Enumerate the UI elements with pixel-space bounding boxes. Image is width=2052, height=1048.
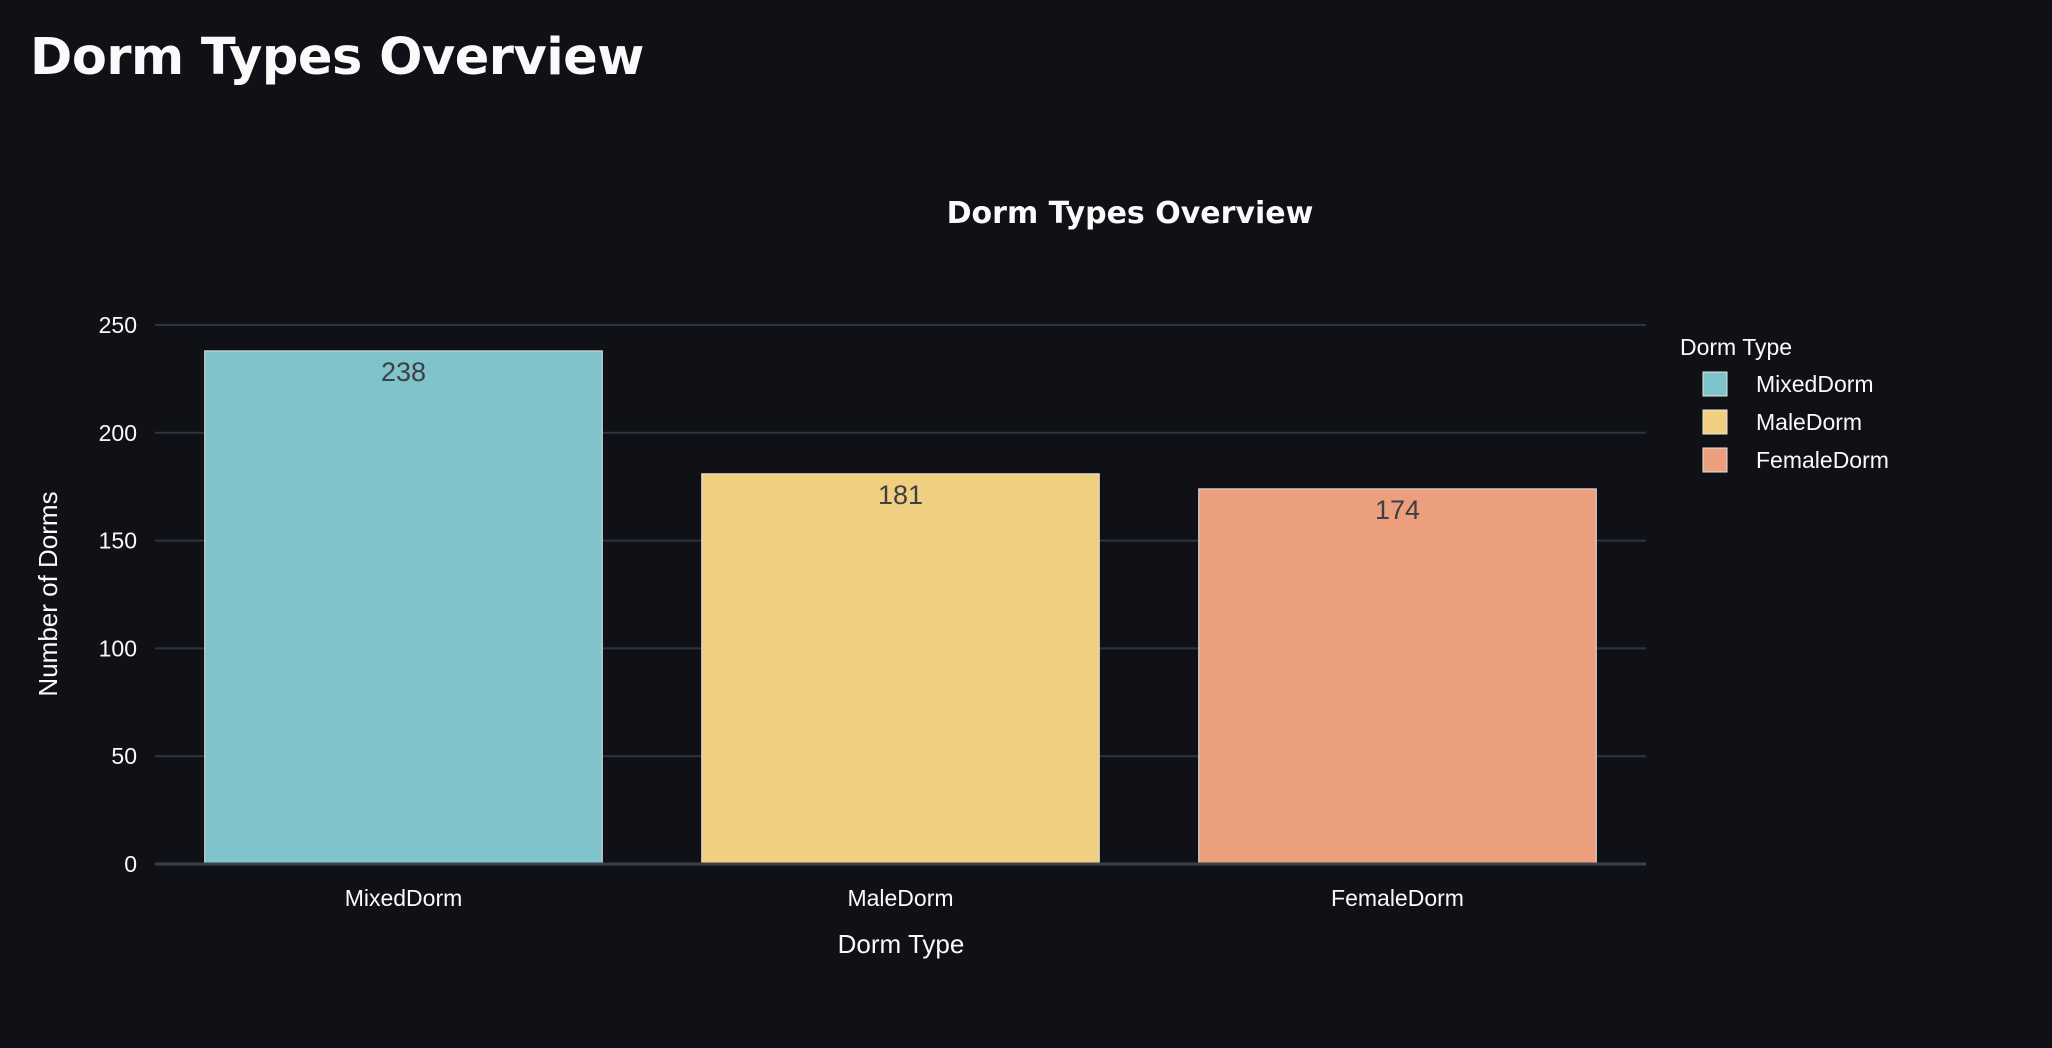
y-axis-title: Number of Dorms bbox=[33, 491, 63, 696]
bar-femaledorm[interactable] bbox=[1198, 488, 1597, 865]
x-tick-label: MaleDorm bbox=[847, 885, 953, 911]
legend-title: Dorm Type bbox=[1680, 334, 1792, 360]
legend-item-femaledorm[interactable]: FemaleDorm bbox=[1702, 447, 1889, 473]
chart-title: Dorm Types Overview bbox=[947, 196, 1314, 231]
x-tick-label: FemaleDorm bbox=[1331, 885, 1464, 911]
y-tick-label: 150 bbox=[99, 528, 137, 554]
legend-label: MaleDorm bbox=[1756, 409, 1862, 435]
x-axis-title: Dorm Type bbox=[838, 929, 965, 959]
axes: 0 50 100 150 200 250 MixedDorm MaleDorm FemaleDo… bbox=[99, 312, 1646, 911]
legend-item-maledorm[interactable]: MaleDorm bbox=[1702, 409, 1862, 435]
legend-label: FemaleDorm bbox=[1756, 447, 1889, 473]
bar-mixeddorm[interactable] bbox=[204, 350, 603, 865]
y-tick-label: 50 bbox=[111, 743, 137, 769]
legend-swatch bbox=[1702, 371, 1728, 397]
data-label: 181 bbox=[878, 480, 923, 510]
y-tick-label: 250 bbox=[99, 312, 137, 338]
page-title: Dorm Types Overview bbox=[30, 28, 644, 87]
data-label: 174 bbox=[1375, 495, 1420, 525]
legend[interactable]: Dorm Type MixedDorm MaleDorm FemaleDorm bbox=[1680, 334, 1889, 473]
y-tick-label: 200 bbox=[99, 420, 137, 446]
bars[interactable]: 238 181 174 bbox=[204, 350, 1597, 865]
y-tick-label: 0 bbox=[124, 851, 137, 877]
legend-item-mixeddorm[interactable]: MixedDorm bbox=[1702, 371, 1874, 397]
x-tick-label: MixedDorm bbox=[345, 885, 463, 911]
legend-swatch bbox=[1702, 447, 1728, 473]
bar-maledorm[interactable] bbox=[701, 473, 1100, 865]
legend-swatch bbox=[1702, 409, 1728, 435]
legend-label: MixedDorm bbox=[1756, 371, 1874, 397]
y-tick-label: 100 bbox=[99, 635, 137, 661]
data-label: 238 bbox=[381, 357, 426, 387]
legend-items[interactable]: MixedDorm MaleDorm FemaleDorm bbox=[1702, 371, 1889, 473]
